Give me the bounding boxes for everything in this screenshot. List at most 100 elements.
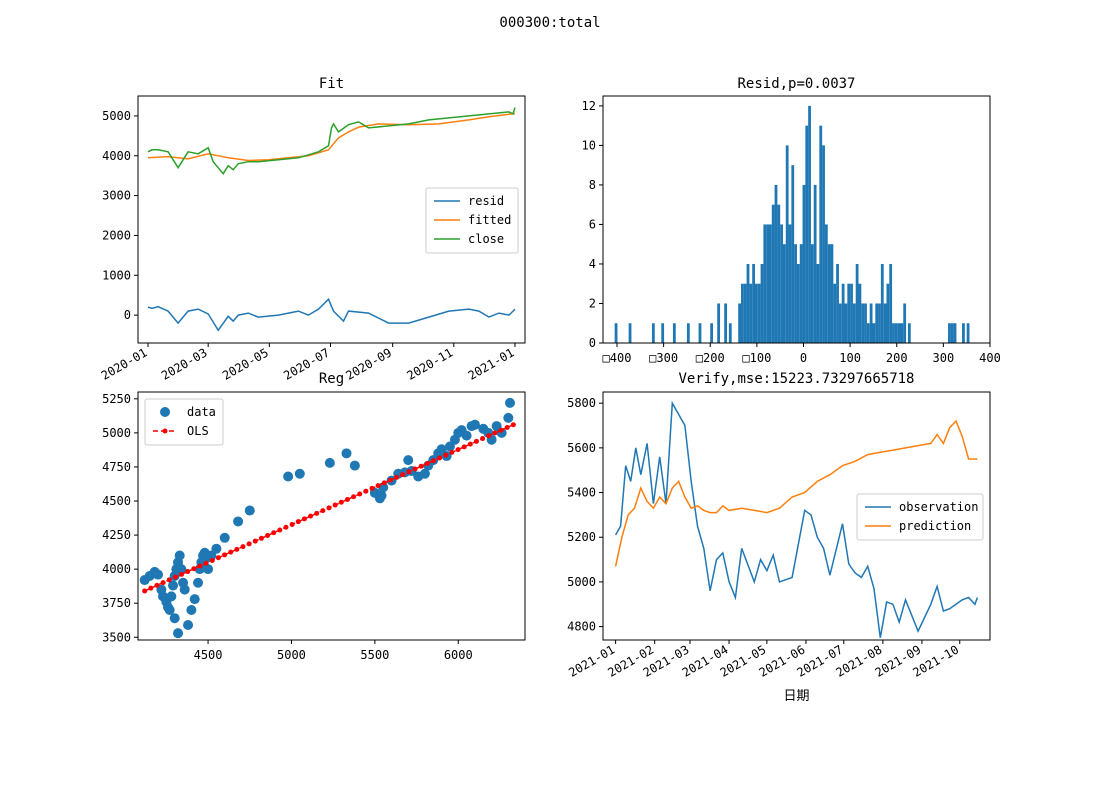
histogram-bar xyxy=(628,323,632,343)
y-tick-label: 4000 xyxy=(102,149,131,163)
histogram-bar xyxy=(841,283,845,343)
x-tick-label: 5500 xyxy=(360,648,389,662)
ols-marker xyxy=(154,582,160,588)
y-tick-label: 0 xyxy=(124,308,131,322)
x-tick-label: 2020-01 xyxy=(99,345,150,382)
legend-label: resid xyxy=(468,194,504,208)
histogram-bar xyxy=(651,323,655,343)
legend-marker xyxy=(160,407,170,417)
histogram-bar xyxy=(836,263,839,343)
ols-marker xyxy=(271,530,277,536)
suptitle: 000300:total xyxy=(499,15,600,31)
ols-marker xyxy=(480,436,486,442)
y-tick-label: 5250 xyxy=(102,392,131,406)
ols-marker xyxy=(320,508,326,514)
data-point xyxy=(341,448,352,459)
hist-axes-frame xyxy=(602,95,991,344)
ols-marker xyxy=(301,516,307,522)
histogram-bar xyxy=(698,323,702,343)
histogram-bar xyxy=(768,224,772,343)
histogram-bar xyxy=(886,283,890,343)
ols-marker xyxy=(332,502,338,508)
ols-marker xyxy=(486,433,492,439)
histogram-bar xyxy=(766,224,769,343)
ols-marker xyxy=(369,485,375,491)
histogram-bar xyxy=(813,184,817,343)
verify-xlabel: 日期 xyxy=(783,689,809,704)
histogram-bar xyxy=(892,323,895,343)
data-point xyxy=(349,460,360,471)
histogram-bar xyxy=(791,165,795,343)
data-point xyxy=(179,584,190,595)
histogram-bar xyxy=(962,323,965,343)
histogram-bar xyxy=(717,303,721,343)
histogram-bar xyxy=(827,244,831,343)
reg-chart: Reg 3500 3750 4000 4250 4500 4750 5000 5250 4500… xyxy=(102,371,526,662)
histogram-bar xyxy=(864,303,867,343)
y-tick-label: 4 xyxy=(589,257,596,271)
data-point xyxy=(203,564,214,575)
y-tick-label: 0 xyxy=(589,336,596,350)
ols-marker xyxy=(467,441,473,447)
histogram-bar xyxy=(757,283,761,343)
x-tick-label: 0 xyxy=(800,351,807,365)
ols-marker xyxy=(228,549,234,555)
y-tick-label: 2000 xyxy=(102,228,131,242)
x-tick-label: 2020-03 xyxy=(159,345,210,382)
fit-chart: Fit 0 1000 2000 3000 4000 5000 2020-01 2020-03 2… xyxy=(99,76,526,383)
ols-marker xyxy=(179,571,185,577)
ols-marker xyxy=(314,510,320,516)
histogram-bar xyxy=(780,224,783,343)
y-tick-label: 2 xyxy=(589,296,596,310)
histogram-bar xyxy=(894,323,898,343)
histogram-bar xyxy=(710,323,714,343)
histogram-bar xyxy=(799,244,803,343)
ols-marker xyxy=(424,460,430,466)
ols-marker xyxy=(492,430,498,436)
verify-title: Verify,mse:15223.73297665718 xyxy=(678,371,914,387)
reg-axes-frame xyxy=(137,391,526,641)
ols-marker xyxy=(510,422,516,428)
y-tick-label: 10 xyxy=(582,138,596,152)
resid-histogram: Resid,p=0.0037 0 2 4 6 8 10 12 □400 □300 □200 □100… xyxy=(582,76,1001,365)
data-point xyxy=(283,471,294,482)
histogram-bar xyxy=(844,303,848,343)
data-point xyxy=(183,620,194,631)
x-tick-label: 200 xyxy=(886,351,908,365)
histogram-bar xyxy=(788,224,792,343)
histogram-bar xyxy=(741,283,744,343)
histogram-bar xyxy=(738,303,742,343)
y-tick-label: 12 xyxy=(582,99,596,113)
resid-title: Resid,p=0.0037 xyxy=(737,76,855,92)
histogram-bar xyxy=(883,303,887,343)
histogram-bar xyxy=(833,283,837,343)
histogram-bar xyxy=(907,323,911,343)
data-point xyxy=(164,605,175,616)
ols-marker xyxy=(498,427,504,433)
fit-title: Fit xyxy=(319,76,344,92)
y-tick-label: 5800 xyxy=(567,396,596,410)
ols-marker xyxy=(357,491,363,497)
histogram-bar xyxy=(810,244,814,343)
data-point xyxy=(376,490,387,501)
ols-marker xyxy=(449,449,455,455)
data-point xyxy=(153,569,164,580)
ols-marker xyxy=(326,505,332,511)
ols-marker xyxy=(252,538,258,544)
legend-label: fitted xyxy=(468,213,511,227)
y-tick-label: 5000 xyxy=(102,426,131,440)
ols-marker xyxy=(172,574,178,580)
x-tick-label: 300 xyxy=(933,351,955,365)
histogram-bar xyxy=(746,263,750,343)
legend-box xyxy=(856,493,984,541)
x-tick-label: 2020-09 xyxy=(343,345,394,382)
x-tick-label: 4500 xyxy=(194,648,223,662)
histogram-bar xyxy=(819,125,823,343)
ols-marker xyxy=(185,569,191,575)
ols-marker xyxy=(387,477,393,483)
data-point xyxy=(219,532,230,543)
histogram-bar xyxy=(869,303,873,343)
ols-marker xyxy=(418,463,424,469)
data-point xyxy=(176,564,187,575)
